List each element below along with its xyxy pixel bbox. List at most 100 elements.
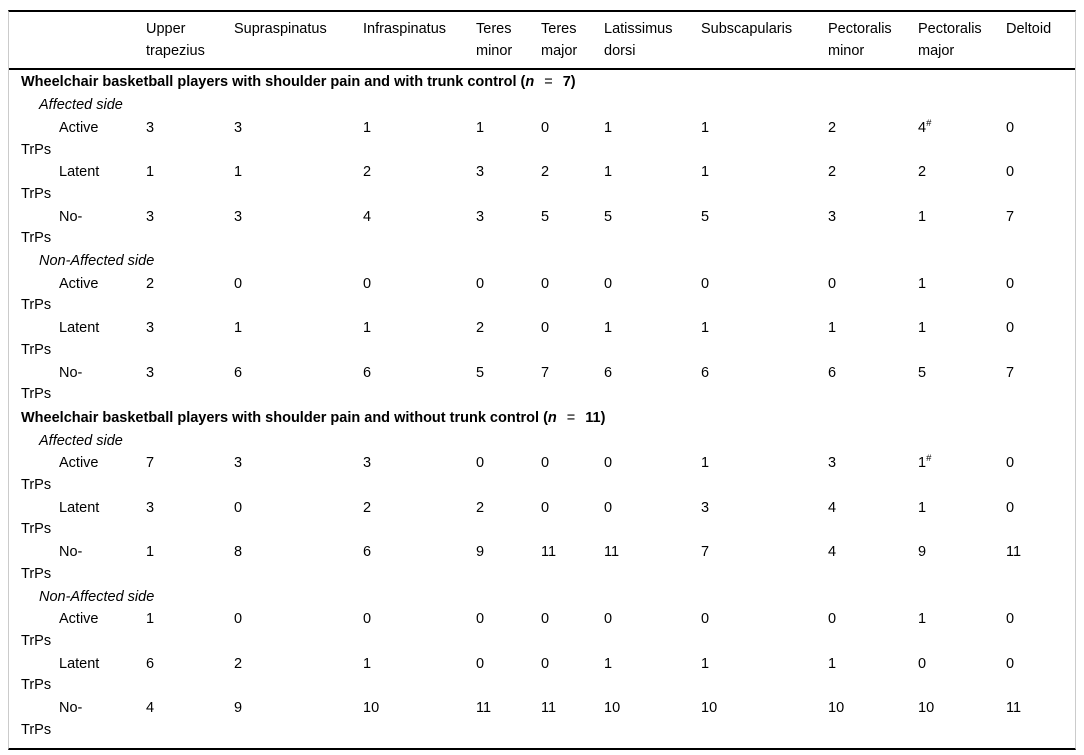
- value-cell: 7: [146, 455, 155, 472]
- section-title-text: Wheelchair basketball players with shoul…: [21, 409, 548, 426]
- side-label: Non-Affected side: [39, 253, 155, 270]
- value-cell: 0: [828, 611, 837, 628]
- side-row: Non-Affected side: [9, 250, 1075, 273]
- row-label-line1: No-: [59, 364, 83, 381]
- sample-size-value: 7): [562, 74, 576, 91]
- value-cell: 0: [1006, 320, 1015, 337]
- value-cell: 1#: [918, 453, 932, 472]
- section-title: Wheelchair basketball players with shoul…: [9, 69, 1075, 94]
- row-label-line1: No-: [59, 544, 83, 561]
- row-label-cell: Latent TrPs: [9, 497, 146, 541]
- value-cell: 3: [234, 119, 243, 136]
- row-label-line2: TrPs: [21, 477, 52, 494]
- row-label-line2: TrPs: [21, 386, 52, 403]
- hash-superscript: #: [926, 453, 932, 465]
- value-cell: 2: [146, 275, 155, 292]
- value-cell: 0: [1006, 655, 1015, 672]
- value-cell: 0: [828, 275, 837, 292]
- column-header: Supraspinatus: [234, 12, 363, 71]
- side-label: Affected side: [39, 432, 123, 449]
- table-row: Latent TrPs 3 0 2 2 0 0 3 4 1 0: [9, 497, 1075, 541]
- value-cell: 0: [541, 611, 550, 628]
- value-cell: 4#: [918, 117, 932, 136]
- column-header: Teres major: [541, 12, 604, 71]
- row-label-cell: Active TrPs: [9, 117, 146, 161]
- value-cell: 0: [1006, 275, 1015, 292]
- value-cell: 7: [541, 364, 550, 381]
- value-cell: 5: [541, 208, 550, 225]
- value-cell: 5: [701, 208, 710, 225]
- value-cell: 11: [541, 544, 557, 561]
- row-label-line2: TrPs: [21, 185, 52, 202]
- side-label: Non-Affected side: [39, 588, 155, 605]
- section-row: Wheelchair basketball players with shoul…: [9, 69, 1075, 94]
- value-cell: 0: [363, 275, 372, 292]
- value-cell: 10: [604, 700, 621, 717]
- row-label-line2: TrPs: [21, 677, 52, 694]
- equals-sign: =: [566, 409, 576, 426]
- value-cell: 1: [234, 164, 243, 181]
- column-header: Latissimus dorsi: [604, 12, 701, 71]
- value-cell: 1: [828, 655, 837, 672]
- value-cell: 1: [146, 611, 155, 628]
- value-cell: 2: [541, 164, 550, 181]
- table-row: No- TrPs 3 6 6 5 7 6 6 6 5 7: [9, 362, 1075, 406]
- value-cell: 3: [146, 119, 155, 136]
- value-cell: 10: [828, 700, 845, 717]
- value-cell: 0: [918, 655, 927, 672]
- value-cell: 7: [701, 544, 710, 561]
- sample-size-symbol: n: [525, 74, 535, 91]
- value-cell: 4: [363, 208, 372, 225]
- row-label-line2: TrPs: [21, 721, 52, 738]
- value-cell: 0: [234, 275, 243, 292]
- value-cell: 6: [234, 364, 243, 381]
- row-label-line1: Active: [59, 455, 99, 472]
- value-cell: 6: [363, 364, 372, 381]
- value-cell: 0: [541, 655, 550, 672]
- value-cell: 6: [363, 544, 372, 561]
- value-cell: 6: [604, 364, 613, 381]
- value-cell: 2: [828, 119, 837, 136]
- trps-table: Upper trapezius Supraspinatus Infraspinatu…: [9, 12, 1075, 742]
- table-body: Wheelchair basketball players with shoul…: [9, 69, 1075, 741]
- value-cell: 0: [1006, 164, 1015, 181]
- value-cell: 1: [918, 275, 927, 292]
- value-cell: 0: [476, 275, 485, 292]
- section-row: Wheelchair basketball players with shoul…: [9, 406, 1075, 430]
- value-cell: 3: [234, 455, 243, 472]
- value-cell: 0: [541, 119, 550, 136]
- value-cell: 0: [1006, 611, 1015, 628]
- value-cell: 5: [476, 364, 485, 381]
- value-cell: 0: [1006, 499, 1015, 516]
- row-label-cell: Active TrPs: [9, 273, 146, 317]
- row-label-cell: No- TrPs: [9, 697, 146, 741]
- value-cell: 4: [828, 544, 837, 561]
- row-label-cell: No- TrPs: [9, 362, 146, 406]
- value-cell: 0: [234, 499, 243, 516]
- row-label-line1: Latent: [59, 164, 100, 181]
- value-cell: 3: [146, 499, 155, 516]
- hash-superscript: #: [926, 117, 932, 129]
- value-cell: 10: [363, 700, 380, 717]
- equals-sign: =: [544, 74, 553, 91]
- value-cell: 3: [701, 499, 710, 516]
- value-cell: 7: [1006, 364, 1015, 381]
- sample-size-value: 11): [585, 409, 606, 426]
- value-cell: 2: [918, 164, 927, 181]
- row-label-cell: No- TrPs: [9, 541, 146, 585]
- section-title-text: Wheelchair basketball players with shoul…: [21, 74, 526, 91]
- row-label-cell: No- TrPs: [9, 206, 146, 250]
- value-cell: 3: [146, 364, 155, 381]
- value-cell: 3: [363, 455, 372, 472]
- value-cell: 0: [604, 499, 613, 516]
- value-cell: 1: [604, 119, 613, 136]
- value-cell: 0: [1006, 455, 1015, 472]
- value-cell: 2: [234, 655, 243, 672]
- row-label-cell: Latent TrPs: [9, 653, 146, 697]
- row-label-line2: TrPs: [21, 297, 52, 314]
- row-label-line2: TrPs: [21, 341, 52, 358]
- row-label-cell: Active TrPs: [9, 452, 146, 496]
- value-cell: 1: [604, 320, 613, 337]
- value-cell: 10: [918, 700, 935, 717]
- table-row: Active TrPs 2 0 0 0 0 0 0 0 1 0: [9, 273, 1075, 317]
